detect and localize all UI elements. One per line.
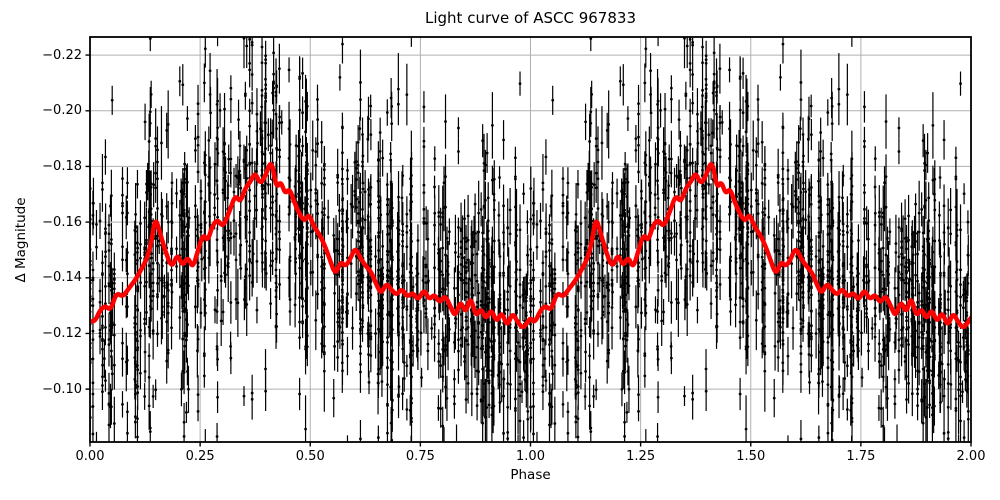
x-tick-label: 0.50 [295,448,325,464]
x-tick-label: 1.50 [736,448,766,464]
x-axis-label: Phase [510,467,551,483]
y-tick-label: −0.16 [42,214,82,230]
x-tick-label: 1.00 [516,448,545,464]
y-tick-label: −0.18 [42,158,82,174]
y-tick-label: −0.12 [42,325,82,341]
x-tick-label: 0.25 [185,448,215,464]
x-tick-label: 1.25 [626,448,656,464]
x-tick-label: 0.00 [75,448,105,464]
x-tick-label: 1.75 [846,448,876,464]
y-tick-label: −0.14 [42,270,82,286]
y-tick-label: −0.22 [42,47,82,63]
x-tick-label: 2.00 [956,448,986,464]
chart-title: Light curve of ASCC 967833 [425,9,636,27]
x-tick-label: 0.75 [405,448,435,464]
y-tick-label: −0.10 [42,381,82,397]
y-tick-label: −0.20 [42,103,82,119]
